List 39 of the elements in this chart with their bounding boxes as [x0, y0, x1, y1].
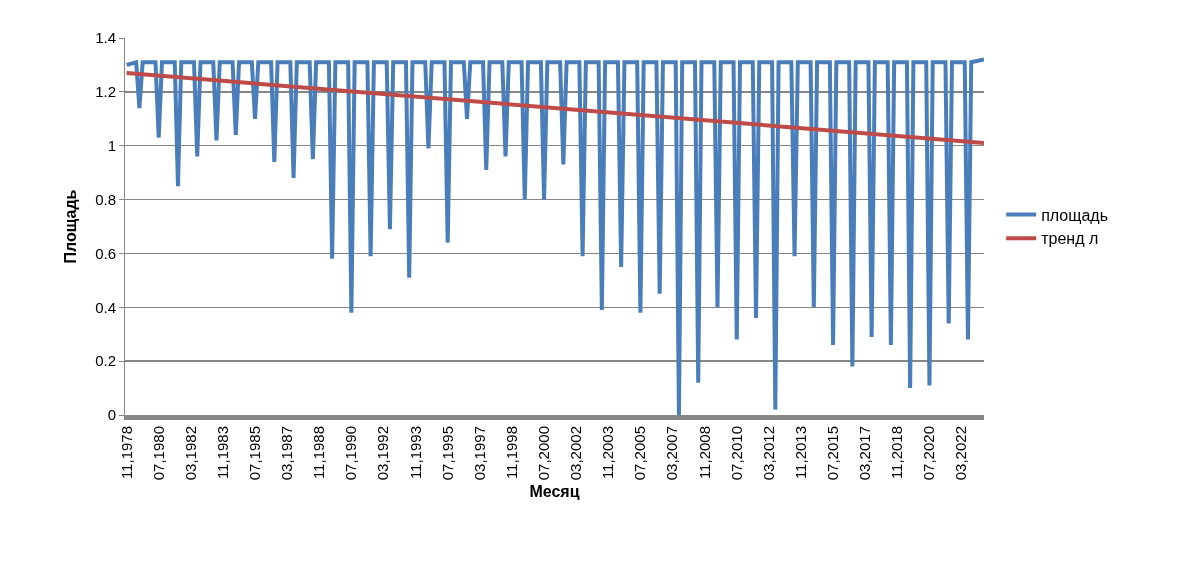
x-tick-label: 11,2008: [695, 426, 713, 480]
x-tick-label: 03,1992: [374, 426, 392, 481]
x-tick-label: 11,2018: [888, 426, 906, 480]
x-tick-label: 03,1987: [277, 426, 295, 481]
x-tick-label: 11,1993: [406, 426, 424, 480]
x-tick-label: 03,2012: [759, 426, 777, 481]
legend-label: площадь: [1041, 206, 1108, 224]
y-tick-label: 0.2: [95, 352, 116, 370]
x-tick-label: 07,2010: [727, 426, 745, 481]
x-tick-label: 11,2003: [599, 426, 617, 480]
x-axis-title: Месяц: [529, 482, 580, 500]
x-tick-label: 11,1983: [213, 426, 231, 480]
y-tick-label: 0: [107, 406, 116, 424]
y-tick-label: 0.4: [95, 298, 116, 316]
x-tick-label: 03,2007: [663, 426, 681, 481]
x-tick-label: 07,2015: [823, 426, 841, 481]
x-tick-label: 03,1997: [470, 426, 488, 481]
x-tick-label: 03,2002: [567, 426, 585, 481]
y-tick-label: 1.4: [95, 29, 116, 47]
x-tick-label: 03,2017: [856, 426, 874, 481]
y-tick-label: 0.8: [95, 190, 116, 208]
y-axis-title: Площадь: [62, 189, 80, 264]
x-tick-label: 07,2005: [631, 426, 649, 481]
x-tick-label: 03,1982: [181, 426, 199, 481]
x-tick-label: 07,2000: [534, 426, 552, 481]
x-tick-label: 07,1985: [245, 426, 263, 481]
y-tick-label: 0.6: [95, 244, 116, 262]
x-tick-label: 07,1980: [149, 426, 167, 481]
x-tick-label: 11,2013: [791, 426, 809, 480]
x-tick-label: 07,2020: [920, 426, 938, 481]
y-tick-label: 1.2: [95, 83, 116, 101]
legend-label: тренд л: [1041, 230, 1099, 248]
x-tick-label: 11,1998: [502, 426, 520, 480]
x-tick-label: 11,1978: [117, 426, 135, 480]
x-tick-label: 11,1988: [310, 426, 328, 480]
x-tick-label: 07,1995: [438, 426, 456, 481]
y-tick-label: 1: [107, 136, 116, 154]
x-tick-label: 03,2022: [952, 426, 970, 481]
x-tick-label: 07,1990: [342, 426, 360, 481]
